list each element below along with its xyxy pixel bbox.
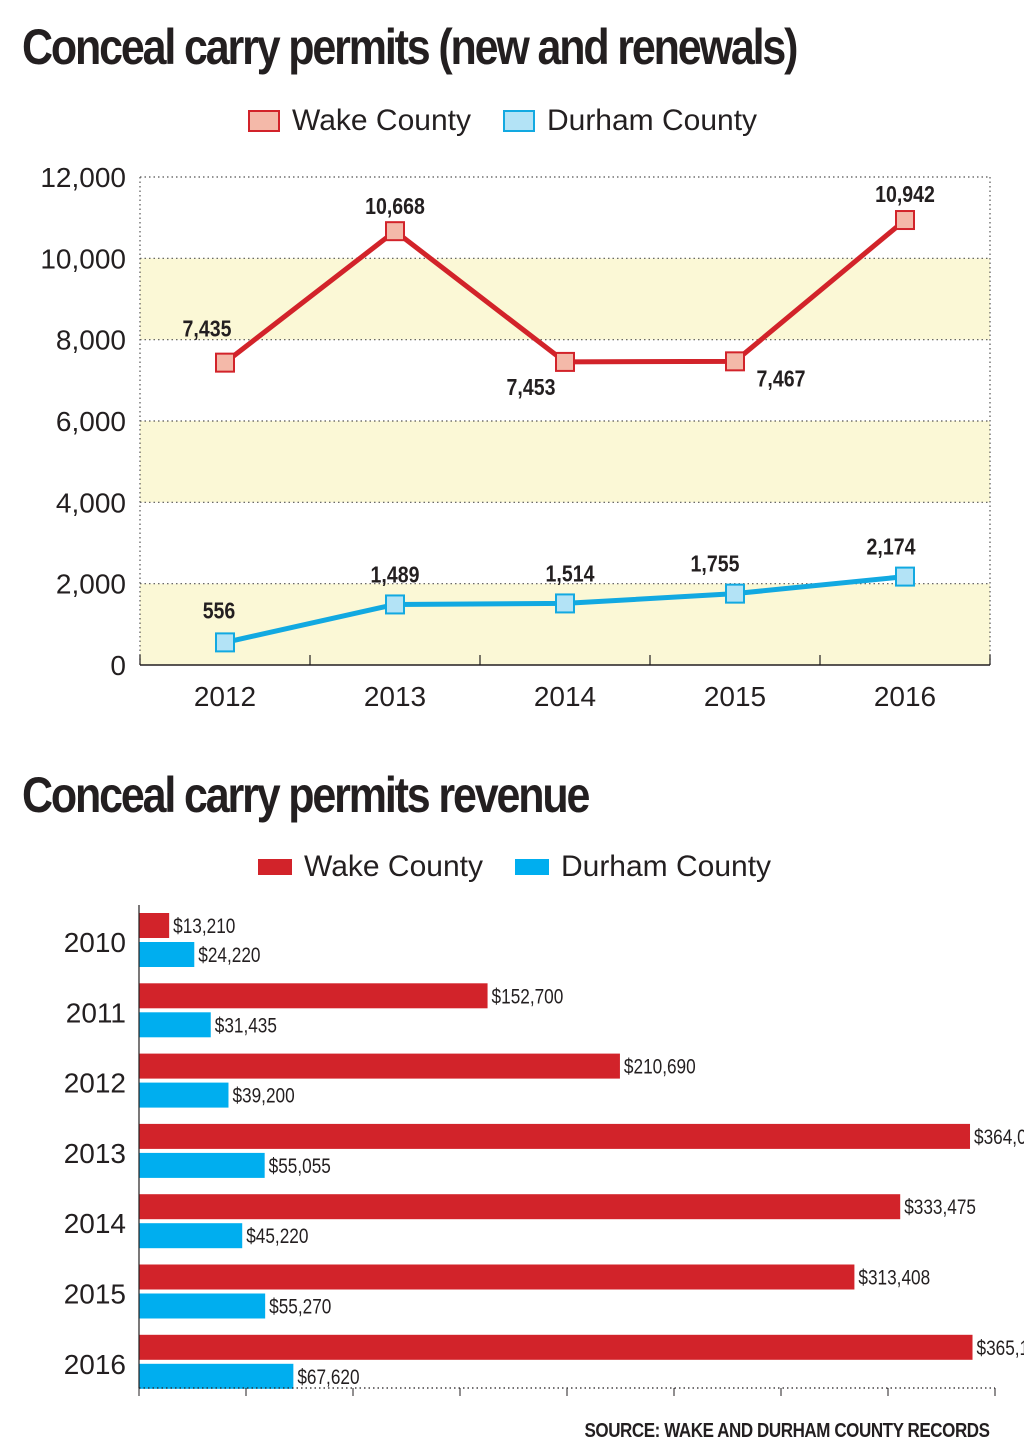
data-point-durham: [385, 594, 405, 615]
category-label: 2015: [64, 1279, 126, 1310]
data-label-durham: 1,755: [691, 551, 740, 577]
bar-wake: [139, 1194, 901, 1220]
x-tick-label: 2014: [534, 681, 596, 712]
y-tick-label: 2,000: [56, 569, 126, 600]
y-tick-label: 10,000: [40, 243, 126, 274]
data-point-wake: [725, 351, 745, 372]
bar-wake: [139, 983, 488, 1009]
data-point-durham: [725, 583, 745, 604]
bar-label-durham: $55,270: [269, 1296, 331, 1319]
bar-label-durham: $24,220: [198, 945, 260, 968]
y-tick-label: 8,000: [56, 325, 126, 356]
bar-durham: [139, 942, 195, 967]
category-label: 2012: [64, 1068, 126, 1099]
data-label-durham: 1,514: [546, 561, 595, 587]
data-point-wake: [895, 210, 915, 231]
data-label-durham: 556: [203, 598, 236, 624]
wake-swatch: [248, 110, 280, 132]
x-tick-label: 2012: [194, 681, 256, 712]
legend-item-wake: Wake County: [258, 850, 483, 884]
bar-durham: [139, 1293, 266, 1319]
bar-label-wake: $364,055: [974, 1126, 1024, 1149]
data-label-wake: 10,942: [875, 182, 935, 208]
category-label: 2011: [66, 997, 126, 1028]
bar-wake: [139, 1334, 973, 1360]
wake-swatch: [258, 859, 292, 875]
bar-chart-title: Conceal carry permits revenue: [22, 767, 590, 823]
bar-label-wake: $13,210: [173, 916, 235, 939]
bar-chart-legend: Wake County Durham County: [258, 850, 803, 884]
data-label-wake: 7,467: [757, 366, 806, 392]
bar-durham: [139, 1152, 265, 1178]
bar-label-durham: $45,220: [246, 1226, 308, 1249]
x-tick-label: 2016: [874, 681, 936, 712]
legend-label-durham: Durham County: [560, 850, 772, 883]
legend-label-durham: Durham County: [546, 104, 758, 137]
bar-wake: [139, 913, 170, 938]
legend-label-wake: Wake County: [292, 104, 471, 137]
y-tick-label: 12,000: [40, 162, 126, 193]
data-point-wake: [215, 352, 235, 373]
data-label-wake: 7,435: [183, 316, 232, 342]
bar-label-durham: $67,620: [297, 1366, 359, 1389]
bar-durham: [139, 1012, 211, 1038]
bar-label-durham: $39,200: [232, 1085, 294, 1108]
y-tick-label: 4,000: [56, 487, 126, 518]
data-point-wake: [555, 351, 575, 372]
y-tick-label: 0: [110, 650, 126, 681]
category-label: 2014: [64, 1208, 126, 1239]
x-tick-label: 2015: [704, 681, 766, 712]
data-point-durham: [555, 593, 575, 614]
legend-item-durham: Durham County: [514, 850, 772, 884]
legend-item-wake: Wake County: [248, 104, 471, 138]
line-chart: 0 2,000 4,000 6,000 8,000 10,000 12,000 2012 201…: [40, 162, 991, 712]
bar-label-durham: $31,435: [215, 1015, 277, 1038]
source-note: SOURCE: WAKE AND DURHAM COUNTY RECORDS: [584, 1420, 991, 1442]
data-point-durham: [895, 566, 915, 587]
legend-item-durham: Durham County: [502, 104, 758, 138]
data-label-wake: 7,453: [507, 374, 556, 400]
bar-label-wake: $365,150: [977, 1337, 1024, 1360]
bar-wake: [139, 1123, 971, 1149]
data-label-wake: 10,668: [365, 194, 425, 220]
bar-wake: [139, 1053, 620, 1079]
category-label: 2013: [64, 1138, 126, 1169]
bar-durham: [139, 1082, 229, 1108]
legend-label-wake: Wake County: [304, 850, 483, 883]
durham-swatch: [502, 110, 535, 132]
line-chart-title: Conceal carry permits (new and renewals): [22, 19, 798, 75]
bar-label-wake: $152,700: [492, 986, 564, 1009]
grid-band: [140, 258, 990, 340]
x-tick-label: 2013: [364, 681, 426, 712]
durham-swatch: [514, 859, 549, 875]
data-point-durham: [215, 632, 235, 653]
data-label-durham: 1,489: [371, 562, 420, 588]
bar-label-wake: $333,475: [904, 1197, 976, 1220]
bar-label-wake: $313,408: [858, 1267, 930, 1290]
bar-durham: [139, 1223, 243, 1249]
bar-label-durham: $55,055: [269, 1155, 331, 1178]
line-chart-legend: Wake County Durham County: [248, 104, 789, 138]
y-tick-label: 6,000: [56, 406, 126, 437]
bar-durham: [139, 1363, 294, 1389]
data-label-durham: 2,174: [867, 534, 916, 560]
category-label: 2010: [64, 927, 126, 958]
bar-label-wake: $210,690: [624, 1056, 696, 1079]
data-point-wake: [385, 221, 405, 242]
grid-band: [140, 421, 990, 503]
bar-wake: [139, 1264, 855, 1290]
category-label: 2016: [64, 1349, 126, 1380]
